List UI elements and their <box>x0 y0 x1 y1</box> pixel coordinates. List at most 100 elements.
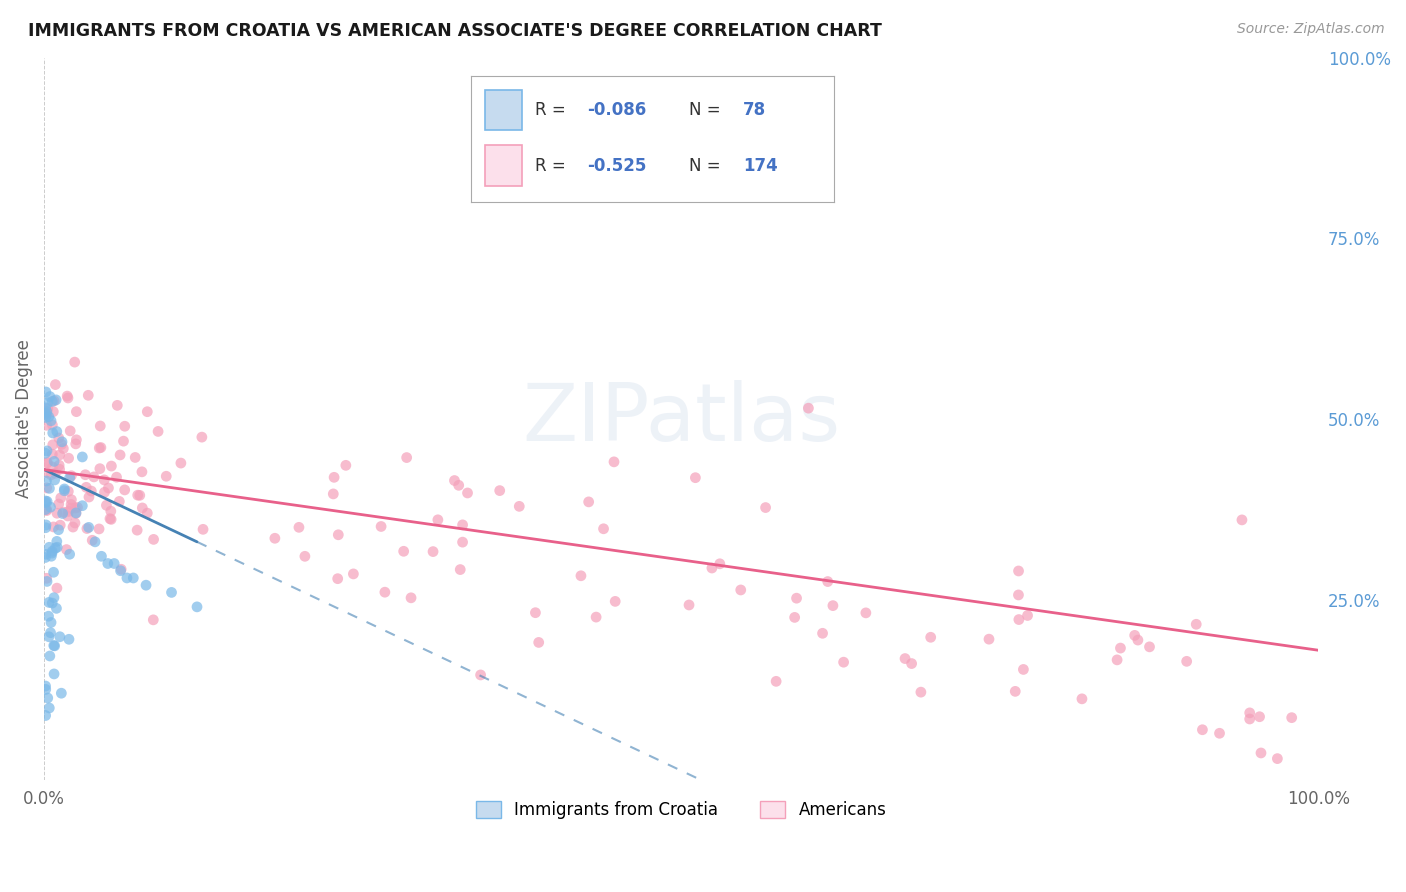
Point <box>89 441 111 455</box>
Point <box>399 591 422 605</box>
Point <box>685 471 707 485</box>
Point <box>37 456 59 470</box>
Point <box>136 405 159 419</box>
Legend: Immigrants from Croatia, Americans: Immigrants from Croatia, Americans <box>470 795 893 826</box>
Point <box>110 562 132 576</box>
Point <box>797 401 820 416</box>
Point <box>35 418 58 433</box>
Point <box>35 571 58 585</box>
Point <box>77 388 100 402</box>
Point <box>82 533 104 548</box>
Point <box>1281 711 1303 725</box>
Point <box>83 470 105 484</box>
Point <box>38 541 60 555</box>
Point <box>124 450 146 465</box>
Point <box>42 438 65 452</box>
Point <box>135 578 157 592</box>
Point <box>1239 706 1261 720</box>
Point <box>524 606 547 620</box>
Point <box>395 450 418 465</box>
Point <box>832 655 855 669</box>
Point <box>136 506 159 520</box>
Point <box>39 549 62 564</box>
Point <box>592 522 614 536</box>
Point <box>508 500 530 514</box>
Point <box>38 390 60 404</box>
Text: Source: ZipAtlas.com: Source: ZipAtlas.com <box>1237 22 1385 37</box>
Point <box>38 701 60 715</box>
Point <box>52 505 75 519</box>
Point <box>426 513 449 527</box>
Point <box>49 630 72 644</box>
Point <box>58 484 80 499</box>
Point <box>96 498 118 512</box>
Point <box>39 467 62 482</box>
Point <box>422 544 444 558</box>
Point <box>35 408 58 422</box>
Point <box>122 571 145 585</box>
Point <box>1267 751 1289 765</box>
Point <box>98 511 121 525</box>
Point <box>41 447 63 461</box>
Point <box>48 458 70 473</box>
Point <box>470 668 492 682</box>
Point <box>186 599 208 614</box>
Point <box>1191 723 1213 737</box>
Point <box>39 500 62 515</box>
Point <box>1139 640 1161 654</box>
Point <box>894 651 917 665</box>
Point <box>35 384 58 399</box>
Point <box>811 626 834 640</box>
Point <box>447 478 470 492</box>
Point <box>87 522 110 536</box>
Point <box>115 571 138 585</box>
Point <box>51 437 73 451</box>
Point <box>322 487 344 501</box>
Point <box>326 572 349 586</box>
Point <box>35 444 58 458</box>
Point <box>44 377 66 392</box>
Point <box>1175 654 1198 668</box>
Point <box>127 523 149 537</box>
Point <box>65 507 87 521</box>
Point <box>37 401 59 416</box>
Point <box>786 591 808 606</box>
Point <box>34 401 56 415</box>
Point <box>114 419 136 434</box>
Point <box>1109 641 1132 656</box>
Point <box>977 632 1000 647</box>
Point <box>59 470 82 484</box>
Point <box>900 657 922 671</box>
Point <box>97 557 120 571</box>
Point <box>39 625 62 640</box>
Point <box>41 417 63 432</box>
Point <box>451 517 474 532</box>
Point <box>42 566 65 580</box>
Point <box>65 501 87 516</box>
Point <box>42 667 65 681</box>
Point <box>142 533 165 547</box>
Point <box>35 502 58 516</box>
Point <box>45 534 67 549</box>
Point <box>38 595 60 609</box>
Point <box>1123 628 1146 642</box>
Point <box>569 568 592 582</box>
Point <box>42 393 65 408</box>
Point <box>34 502 56 516</box>
Point <box>42 639 65 653</box>
Point <box>46 541 69 555</box>
Point <box>37 395 59 409</box>
Point <box>488 483 510 498</box>
Point <box>44 639 66 653</box>
Point <box>42 404 65 418</box>
Point <box>35 503 58 517</box>
Point <box>34 679 56 693</box>
Point <box>1126 633 1149 648</box>
Point <box>45 581 67 595</box>
Point <box>755 500 778 515</box>
Point <box>131 500 153 515</box>
Point <box>443 474 465 488</box>
Point <box>72 450 94 464</box>
Point <box>34 494 56 508</box>
Point <box>41 596 63 610</box>
